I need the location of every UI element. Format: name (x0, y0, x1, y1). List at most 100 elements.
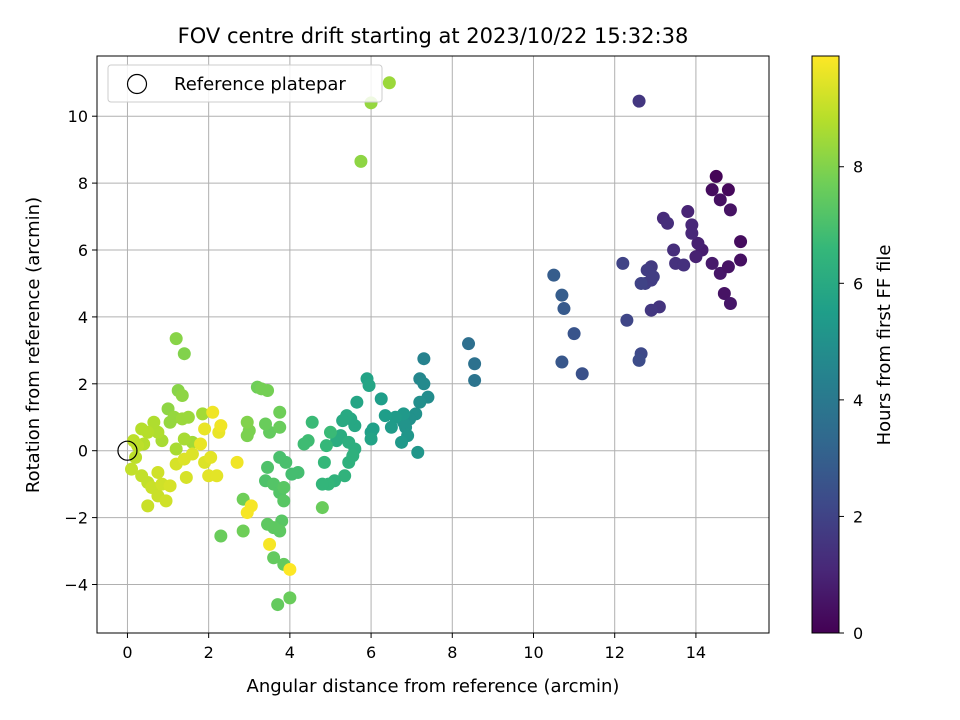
data-point (660, 216, 674, 230)
data-point (721, 260, 735, 274)
data-point (175, 389, 189, 403)
colorbar-tick-label: 6 (853, 274, 863, 293)
data-point (273, 450, 287, 464)
data-point (194, 437, 208, 451)
data-point (685, 226, 699, 240)
colorbar-tick-label: 2 (853, 507, 863, 526)
grid-lines (97, 56, 769, 633)
data-point (395, 435, 409, 449)
data-point (555, 355, 569, 369)
data-point (723, 203, 737, 217)
data-point (141, 499, 155, 513)
data-point (135, 422, 149, 436)
data-point (196, 407, 210, 421)
data-point (163, 415, 177, 429)
data-point (319, 439, 333, 453)
colorbar-tick-label: 0 (853, 624, 863, 643)
data-point (206, 405, 220, 419)
data-point (125, 462, 139, 476)
data-point (261, 517, 275, 531)
data-point (181, 410, 195, 424)
x-tick-label: 10 (523, 643, 543, 662)
data-point (271, 598, 285, 612)
data-point (283, 591, 297, 605)
x-tick-label: 12 (605, 643, 625, 662)
data-point (297, 437, 311, 451)
data-point (709, 169, 723, 183)
data-point (734, 253, 748, 267)
data-point (364, 432, 378, 446)
data-point (236, 524, 250, 538)
data-point (382, 76, 396, 90)
plot-frame (96, 55, 770, 634)
data-point (315, 501, 329, 515)
data-point (667, 243, 681, 257)
data-point (336, 414, 350, 428)
data-point (567, 327, 581, 341)
data-point (285, 467, 299, 481)
data-point (261, 383, 275, 397)
x-tick-label: 0 (122, 643, 132, 662)
reference-platepar-marker (117, 440, 138, 461)
data-point (177, 347, 191, 361)
y-tick-label: −4 (64, 575, 88, 594)
data-point (384, 420, 398, 434)
data-point (689, 250, 703, 264)
data-point (620, 313, 634, 327)
x-axis-ticks: 0 2 4 6 8 10 12 14 (122, 633, 706, 662)
data-point (632, 353, 646, 367)
data-point (547, 268, 561, 282)
data-point (267, 551, 281, 565)
data-point (230, 455, 244, 469)
data-point (177, 432, 191, 446)
y-tick-label: 2 (78, 375, 88, 394)
data-point (214, 529, 228, 543)
y-tick-label: −2 (64, 509, 88, 528)
data-point (342, 455, 356, 469)
data-point (163, 479, 177, 493)
data-point (317, 455, 331, 469)
data-point (462, 337, 476, 351)
data-point (259, 417, 273, 431)
data-point (323, 425, 337, 439)
data-point (413, 395, 427, 409)
data-point (557, 302, 571, 316)
data-point (468, 373, 482, 387)
data-point (129, 450, 143, 464)
x-tick-label: 2 (204, 643, 214, 662)
data-point (646, 270, 660, 284)
chart-title: FOV centre drift starting at 2023/10/22 … (178, 24, 689, 48)
data-point (644, 303, 658, 317)
data-point (204, 450, 218, 464)
data-point (273, 420, 287, 434)
colorbar (811, 55, 840, 634)
data-point (378, 409, 392, 423)
data-point (677, 258, 691, 272)
x-tick-label: 14 (686, 643, 706, 662)
data-point (273, 405, 287, 419)
data-point (185, 447, 199, 461)
data-point (198, 422, 212, 436)
data-point (417, 377, 431, 391)
data-point (705, 256, 719, 270)
data-point (705, 183, 719, 197)
data-point (632, 94, 646, 108)
data-point (374, 392, 388, 406)
legend-entry-reference: Reference platepar (174, 74, 346, 95)
data-point (362, 378, 376, 392)
x-tick-label: 8 (447, 643, 457, 662)
data-point (127, 434, 141, 448)
data-point (240, 415, 254, 429)
legend: Reference platepar (107, 64, 383, 103)
data-point (261, 460, 275, 474)
y-tick-label: 8 (78, 174, 88, 193)
data-point (169, 442, 183, 456)
data-point (277, 494, 291, 508)
colorbar-label: Hours from first FF file (874, 245, 895, 446)
data-point (151, 465, 165, 479)
data-point (411, 445, 425, 459)
data-points (117, 76, 748, 612)
data-point (273, 524, 287, 538)
